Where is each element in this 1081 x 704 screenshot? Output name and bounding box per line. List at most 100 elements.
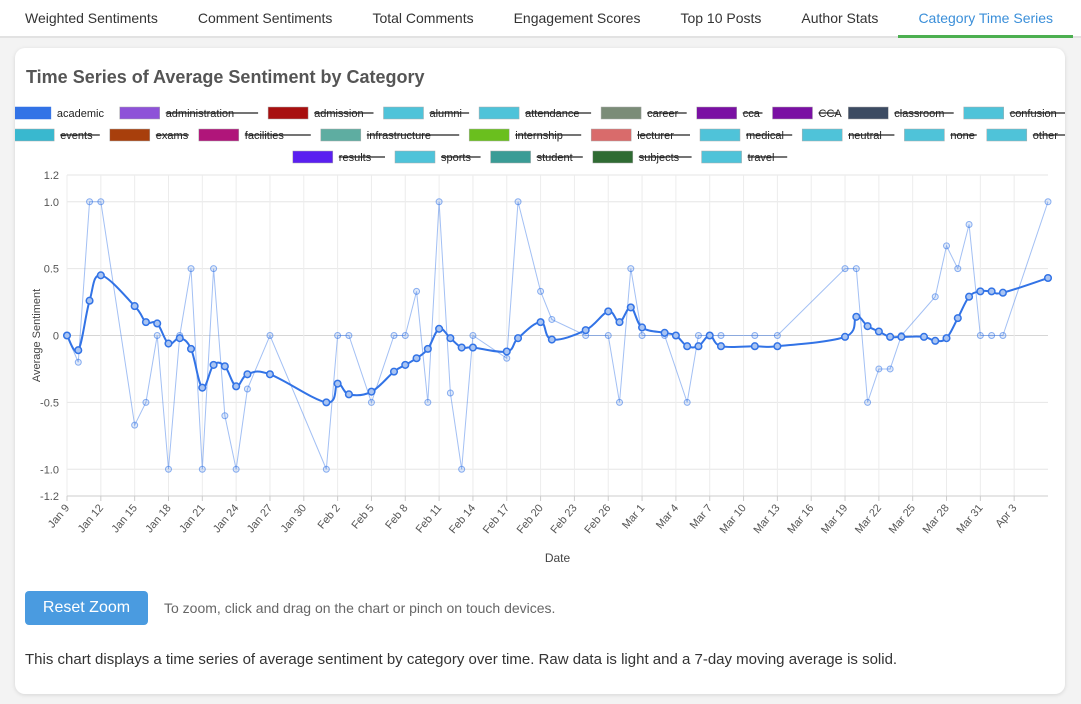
moving-average-point <box>243 370 252 379</box>
legend-item-lecturer[interactable]: lecturer <box>590 128 690 142</box>
legend-swatch <box>198 128 240 142</box>
moving-average-point <box>333 379 342 388</box>
moving-average-point <box>931 336 940 345</box>
legend-label: neutral <box>848 130 882 142</box>
legend-item-internship[interactable]: internship <box>468 128 582 142</box>
legend-item-student[interactable]: student <box>490 150 583 164</box>
legend-label: exams <box>156 130 189 142</box>
moving-average-point <box>209 360 218 369</box>
raw-data-point <box>266 332 274 339</box>
raw-data-point <box>367 398 375 406</box>
raw-data-point <box>424 398 432 406</box>
tab-weighted-sentiments[interactable]: Weighted Sentiments <box>25 10 158 26</box>
tab-comment-sentiments[interactable]: Comment Sentiments <box>197 10 333 26</box>
legend-swatch <box>848 106 889 120</box>
moving-average-point <box>164 339 173 348</box>
legend-swatch <box>292 150 334 164</box>
legend-item-alumni[interactable]: alumni <box>383 106 470 120</box>
moving-average-point <box>581 326 590 335</box>
legend-label: medical <box>746 130 784 142</box>
raw-data-point <box>131 421 139 429</box>
legend-item-results[interactable]: results <box>292 150 385 164</box>
tab-engagement-scores[interactable]: Engagement Scores <box>513 10 641 26</box>
y-tick-label: 0.5 <box>44 264 59 276</box>
moving-average-point <box>852 312 861 321</box>
legend-swatch <box>772 106 813 120</box>
raw-data-point <box>164 465 172 473</box>
legend-label: lecturer <box>637 130 674 142</box>
legend-swatch <box>490 150 531 164</box>
legend-swatch <box>468 128 510 142</box>
tab-author-stats[interactable]: Author Stats <box>801 10 879 26</box>
moving-average-point <box>998 288 1007 297</box>
moving-average-point <box>840 332 850 341</box>
moving-average-point <box>615 318 624 327</box>
chart-card: Time Series of Average Sentiment by Cate… <box>15 48 1065 694</box>
legend-swatch <box>590 128 632 142</box>
legend-swatch <box>267 106 309 120</box>
raw-data-point <box>334 332 342 339</box>
raw-data-point <box>604 332 612 339</box>
tab-total-comments[interactable]: Total Comments <box>372 10 474 26</box>
x-tick-label: Feb 5 <box>349 502 376 531</box>
legend-item-attendance[interactable]: attendance <box>478 106 592 120</box>
x-tick-label: Jan 21 <box>177 502 207 535</box>
raw-data-point <box>322 465 330 473</box>
moving-average-point <box>446 334 455 343</box>
tab-category-time-series[interactable]: Category Time Series <box>898 0 1073 38</box>
moving-average-point <box>683 342 692 351</box>
moving-average-point <box>175 334 184 343</box>
legend-item-academic[interactable]: academic <box>15 106 104 120</box>
moving-average-point <box>953 314 962 323</box>
legend-label: facilities <box>245 130 285 142</box>
moving-average-point <box>705 331 714 340</box>
tab-bar: Weighted Sentiments Comment Sentiments T… <box>0 0 1081 38</box>
sentiment-chart[interactable]: academic administration admission alumni att… <box>15 48 1065 578</box>
legend-item-confusion[interactable]: confusion <box>963 106 1065 120</box>
legend-item-travel[interactable]: travel <box>701 150 788 164</box>
raw-data-point <box>153 332 161 339</box>
legend-item-classroom[interactable]: classroom <box>848 106 954 120</box>
legend-item-sports[interactable]: sports <box>394 150 481 164</box>
raw-data-point <box>221 412 229 420</box>
legend-item-facilities[interactable]: facilities <box>198 128 311 142</box>
legend-item-cca[interactable]: cca <box>696 106 763 120</box>
moving-average-point <box>671 331 680 340</box>
raw-data-point <box>548 315 556 323</box>
legend-label: infrastructure <box>367 130 431 142</box>
legend-item-exams[interactable]: exams <box>109 128 189 142</box>
legend-item-neutral[interactable]: neutral <box>801 128 895 142</box>
x-axis-title: Date <box>545 551 571 565</box>
raw-data-point <box>886 365 894 373</box>
y-axis-title: Average Sentiment <box>31 289 43 382</box>
reset-zoom-button[interactable]: Reset Zoom <box>25 591 148 625</box>
legend-item-none[interactable]: none <box>904 128 977 142</box>
legend-item-infrastructure[interactable]: infrastructure <box>320 128 460 142</box>
moving-average-point <box>344 390 353 399</box>
legend-item-career[interactable]: career <box>600 106 687 120</box>
moving-average-point <box>604 307 613 316</box>
x-tick-label: Feb 2 <box>316 502 343 531</box>
legend-item-medical[interactable]: medical <box>699 128 793 142</box>
raw-data-point <box>142 398 150 406</box>
legend-swatch <box>478 106 520 120</box>
legend-item-subjects[interactable]: subjects <box>592 150 692 164</box>
y-tick-label: -1.2 <box>40 491 59 503</box>
moving-average-point <box>660 328 669 337</box>
legend-label: travel <box>748 152 775 164</box>
y-tick-label: -0.5 <box>40 397 59 409</box>
legend-item-events[interactable]: events <box>15 128 100 142</box>
legend-item-other[interactable]: other <box>986 128 1065 142</box>
raw-data-point <box>232 465 240 473</box>
raw-data-point <box>976 332 984 339</box>
x-tick-label: Mar 7 <box>688 502 715 531</box>
legend-item-admission[interactable]: admission <box>267 106 374 120</box>
legend-item-administration[interactable]: administration <box>119 106 259 120</box>
raw-data-point <box>717 332 725 339</box>
raw-data-point <box>413 287 421 295</box>
tab-top-10-posts[interactable]: Top 10 Posts <box>680 10 762 26</box>
moving-average-point <box>401 360 410 369</box>
legend-item-cca[interactable]: CCA <box>772 106 843 120</box>
raw-data-point <box>345 332 353 339</box>
x-tick-label: Jan 24 <box>211 502 241 535</box>
